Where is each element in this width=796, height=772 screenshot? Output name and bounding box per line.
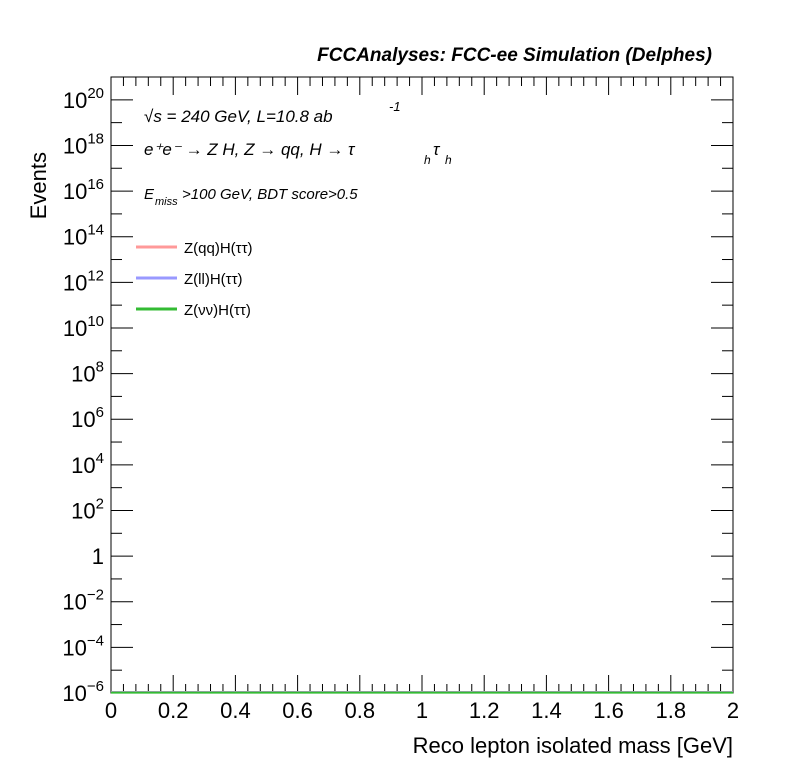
axis-ticks: [110, 76, 734, 694]
svg-text:√s = 240 GeV, L=10.8 ab: √s = 240 GeV, L=10.8 ab: [144, 107, 333, 126]
legend-label: Z(ll)H(ττ): [184, 271, 243, 288]
process-tau-2: τ: [433, 140, 441, 159]
x-tick-label: 1: [416, 698, 428, 723]
x-tick-label: 0.8: [345, 698, 376, 723]
x-tick-labels: 0 0.2 0.4 0.6 0.8 1 1.2 1.4 1.6 1.8 2: [105, 698, 739, 723]
x-tick-label: 1.6: [593, 698, 624, 723]
x-tick-label: 1.8: [656, 698, 687, 723]
y-tick-label: 108: [71, 359, 104, 387]
y-tick-label: 1012: [63, 267, 104, 295]
cut-subscript: miss: [155, 196, 178, 208]
y-tick-label: 10−4: [62, 632, 104, 660]
chart-title: FCCAnalyses: FCC-ee Simulation (Delphes): [317, 45, 712, 66]
y-tick-label: 1: [92, 544, 104, 569]
legend-label: Z(qq)H(ττ): [184, 240, 253, 257]
legend: Z(qq)H(ττ) Z(ll)H(ττ) Z(νν)H(ττ): [136, 240, 253, 319]
x-tick-label: 0.2: [158, 698, 189, 723]
y-tick-label: 1016: [63, 176, 104, 204]
energy-annotation: √s = 240 GeV, L=10.8 ab -1: [144, 99, 401, 126]
x-tick-label: 0.4: [220, 698, 251, 723]
y-axis-label: Events: [26, 152, 51, 219]
x-tick-label: 1.2: [469, 698, 500, 723]
cut-annotation: E miss >100 GeV, BDT score>0.5: [144, 186, 358, 208]
x-axis-label: Reco lepton isolated mass [GeV]: [413, 733, 733, 758]
y-tick-label: 1018: [63, 130, 104, 158]
x-tick-label: 0.6: [282, 698, 313, 723]
process-text: e⁺e⁻ → Z H, Z → qq, H → τ: [144, 140, 356, 159]
y-tick-label: 10−6: [62, 678, 104, 706]
y-tick-label: 1014: [63, 222, 104, 250]
plot-frame: [110, 76, 734, 694]
y-tick-labels: 1020 1018 1016 1014 1012 1010 108 106 104 102 1 10−…: [62, 85, 104, 706]
x-tick-label: 2: [727, 698, 739, 723]
process-subscript-2: h: [445, 153, 452, 167]
energy-superscript: -1: [389, 99, 401, 114]
y-tick-label: 104: [71, 450, 104, 478]
y-tick-label: 10−2: [62, 587, 104, 615]
process-annotation: e⁺e⁻ → Z H, Z → qq, H → τ h τ h: [144, 140, 452, 167]
x-tick-label: 1.4: [531, 698, 562, 723]
y-tick-label: 106: [71, 404, 104, 432]
process-subscript-1: h: [424, 153, 431, 167]
energy-text: √s = 240 GeV, L=10.8 ab: [144, 107, 333, 126]
y-tick-label: 1010: [63, 313, 104, 341]
cut-rest: >100 GeV, BDT score>0.5: [182, 186, 358, 203]
x-tick-label: 0: [105, 698, 117, 723]
legend-label: Z(νν)H(ττ): [184, 302, 251, 319]
series-lines: [111, 691, 733, 694]
cut-e: E: [144, 186, 155, 203]
y-tick-label: 102: [71, 495, 104, 523]
y-tick-label: 1020: [63, 85, 104, 113]
